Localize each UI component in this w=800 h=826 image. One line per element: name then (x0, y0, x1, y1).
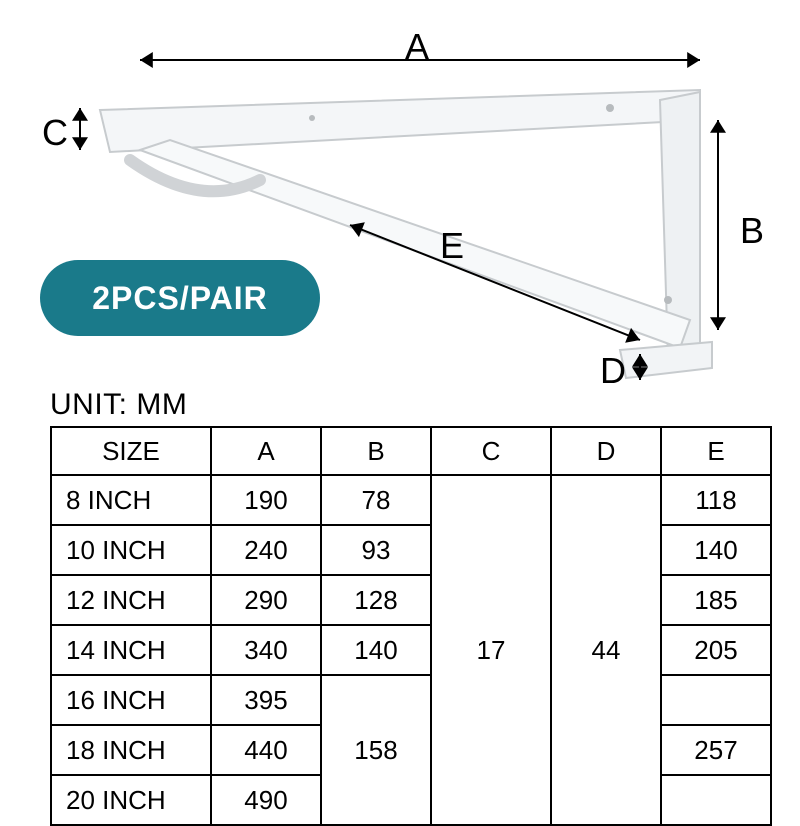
diagram-svg (0, 0, 800, 400)
cell-b: 78 (321, 475, 431, 525)
table-row: 10 INCH 240 93 140 (51, 525, 771, 575)
size-table: SIZE A B C D E 8 INCH 190 78 17 44 118 1… (50, 426, 772, 826)
cell-a: 440 (211, 725, 321, 775)
table-row: 16 INCH 395 158 (51, 675, 771, 725)
bracket-diagram: A B C D E (0, 0, 800, 400)
cell-e-empty (661, 775, 771, 825)
dim-label-b: B (740, 210, 764, 252)
table-row: 14 INCH 340 140 205 (51, 625, 771, 675)
cell-b: 140 (321, 625, 431, 675)
dim-label-e: E (440, 225, 464, 267)
unit-label: UNIT: MM (50, 388, 187, 422)
col-e: E (661, 427, 771, 475)
cell-size: 10 INCH (51, 525, 211, 575)
cell-b: 128 (321, 575, 431, 625)
cell-b-merged: 158 (321, 675, 431, 825)
page: A B C D E 2PCS/PAIR UNIT: MM SIZE A B C … (0, 0, 800, 800)
cell-e: 118 (661, 475, 771, 525)
col-c: C (431, 427, 551, 475)
cell-a: 395 (211, 675, 321, 725)
cell-d-merged: 44 (551, 475, 661, 825)
table-row: 12 INCH 290 128 185 (51, 575, 771, 625)
cell-e: 257 (661, 725, 771, 775)
col-d: D (551, 427, 661, 475)
cell-e: 140 (661, 525, 771, 575)
cell-a: 290 (211, 575, 321, 625)
dim-label-d: D (600, 350, 626, 392)
cell-size: 16 INCH (51, 675, 211, 725)
pair-badge: 2PCS/PAIR (40, 260, 320, 336)
pair-badge-text: 2PCS/PAIR (92, 280, 268, 317)
cell-e: 185 (661, 575, 771, 625)
cell-a: 340 (211, 625, 321, 675)
dim-label-a: A (405, 26, 429, 68)
cell-e: 205 (661, 625, 771, 675)
cell-a: 240 (211, 525, 321, 575)
table-header-row: SIZE A B C D E (51, 427, 771, 475)
cell-e-empty (661, 675, 771, 725)
cell-a: 490 (211, 775, 321, 825)
cell-c-merged: 17 (431, 475, 551, 825)
table-row: 8 INCH 190 78 17 44 118 (51, 475, 771, 525)
col-b: B (321, 427, 431, 475)
col-size: SIZE (51, 427, 211, 475)
dim-label-c: C (42, 112, 68, 154)
cell-b: 93 (321, 525, 431, 575)
cell-size: 20 INCH (51, 775, 211, 825)
cell-size: 8 INCH (51, 475, 211, 525)
cell-a: 190 (211, 475, 321, 525)
cell-size: 14 INCH (51, 625, 211, 675)
cell-size: 12 INCH (51, 575, 211, 625)
col-a: A (211, 427, 321, 475)
cell-size: 18 INCH (51, 725, 211, 775)
